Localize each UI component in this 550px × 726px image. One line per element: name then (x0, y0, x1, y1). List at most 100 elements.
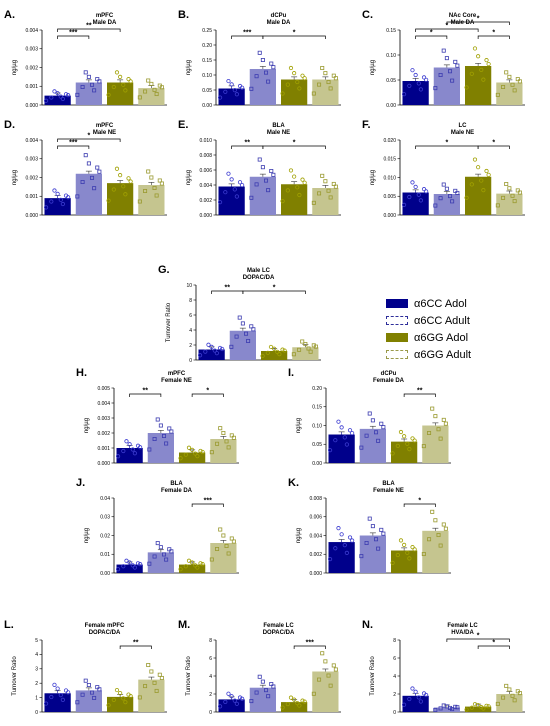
significance-bracket (262, 145, 326, 149)
data-point (158, 545, 163, 550)
data-point (288, 65, 294, 71)
data-point (118, 173, 123, 178)
data-point (217, 95, 223, 100)
data-point (433, 707, 438, 712)
data-point (215, 441, 220, 446)
data-point (479, 178, 484, 183)
data-point (183, 452, 188, 457)
data-point (308, 349, 313, 354)
data-point (342, 543, 347, 548)
bar (107, 696, 134, 712)
data-point (58, 693, 63, 698)
data-point (280, 91, 285, 96)
data-point (157, 672, 162, 677)
data-point (481, 188, 486, 193)
data-point (441, 417, 446, 422)
data-point (193, 563, 198, 568)
legend-label: α6CC Adult (414, 314, 470, 327)
significance-bracket (446, 638, 510, 642)
chart-title: Female NE (373, 488, 404, 494)
significance-label: * (88, 133, 91, 140)
data-point (328, 86, 333, 91)
bar (422, 530, 449, 573)
chart-title: Male LC (247, 268, 271, 274)
data-point (271, 172, 276, 177)
significance-bracket (477, 35, 510, 39)
data-point (115, 567, 121, 572)
data-point (121, 564, 126, 569)
bar (249, 69, 276, 105)
bar (116, 448, 143, 463)
y-tick-label: 0.003 (25, 157, 38, 163)
y-axis-label: ng/µg (370, 60, 376, 75)
data-point (249, 324, 254, 329)
panel-label: A. (4, 9, 15, 21)
data-point (443, 421, 448, 426)
bar (328, 434, 355, 463)
data-point (421, 691, 427, 696)
data-point (268, 344, 274, 350)
data-point (317, 677, 322, 682)
chart-title: Female NE (161, 378, 192, 384)
data-point (155, 417, 160, 422)
panel-label: M. (178, 619, 190, 631)
data-point (336, 526, 341, 531)
y-tick-label: 0 (35, 710, 38, 716)
data-point (123, 192, 128, 197)
chart-title: Male NE (451, 130, 474, 136)
data-point (152, 87, 157, 92)
data-point (436, 427, 441, 432)
significance-bracket (57, 35, 90, 39)
data-point (212, 348, 217, 353)
chart-title: DOPAC/DA (89, 630, 121, 636)
data-point (155, 541, 160, 546)
data-point (55, 191, 60, 197)
data-point (344, 550, 349, 555)
y-axis-label: ng/µg (12, 60, 18, 75)
y-tick-label: 0.005 (383, 194, 396, 200)
data-point (359, 445, 364, 450)
data-point (126, 77, 131, 82)
significance-bracket (57, 138, 121, 142)
data-point (217, 704, 223, 709)
data-point (495, 701, 500, 706)
data-point (410, 68, 415, 73)
data-point (390, 560, 395, 565)
data-point (138, 562, 143, 567)
data-point (49, 95, 54, 100)
data-point (504, 70, 509, 75)
data-point (49, 694, 54, 700)
data-point (95, 77, 100, 82)
y-tick-label: 2 (35, 681, 38, 687)
data-point (164, 557, 169, 562)
data-point (339, 425, 344, 430)
bar (138, 185, 165, 215)
bar (312, 671, 339, 712)
data-point (297, 347, 302, 352)
y-tick-label: 0.000 (97, 461, 110, 467)
data-point (430, 509, 435, 514)
data-point (342, 435, 347, 440)
bar (312, 79, 339, 105)
y-tick-label: 0.25 (202, 28, 212, 34)
data-point (164, 441, 169, 446)
bar (359, 535, 386, 573)
data-point (512, 88, 517, 93)
y-axis-label: ng/µg (186, 170, 192, 185)
data-point (481, 77, 486, 82)
data-point (311, 91, 316, 96)
y-tick-label: 0.020 (383, 138, 396, 144)
data-point (333, 546, 338, 551)
data-point (146, 78, 151, 83)
data-point (300, 339, 305, 344)
data-point (295, 700, 300, 706)
data-point (127, 442, 132, 447)
data-point (137, 95, 142, 100)
data-point (251, 327, 256, 332)
data-point (269, 169, 274, 174)
significance-label: * (273, 285, 276, 292)
data-point (114, 70, 120, 75)
data-point (193, 451, 198, 456)
